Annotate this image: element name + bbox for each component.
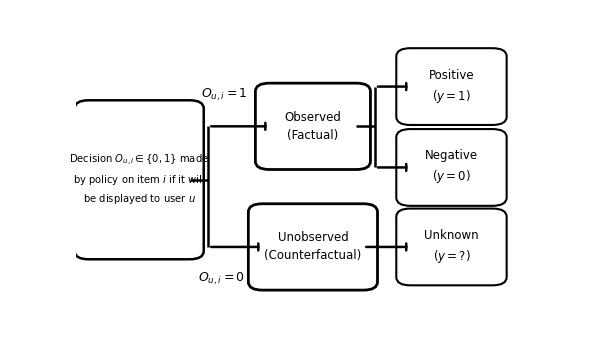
Text: Negative
$(y = 0)$: Negative $(y = 0)$ [425,150,478,185]
FancyBboxPatch shape [75,100,204,259]
FancyBboxPatch shape [396,209,507,285]
Text: Decision $O_{u,i} \in \{0,1\}$ made
by policy on item $i$ if it will
be displaye: Decision $O_{u,i} \in \{0,1\}$ made by p… [69,153,209,206]
Text: Unknown
$(y = ?)$: Unknown $(y = ?)$ [424,229,479,265]
Text: Unobserved
(Counterfactual): Unobserved (Counterfactual) [264,231,362,262]
Text: $O_{u,i} = 0$: $O_{u,i} = 0$ [198,270,245,287]
Text: $O_{u,i} = 1$: $O_{u,i} = 1$ [201,87,248,103]
Text: Positive
$(y = 1)$: Positive $(y = 1)$ [428,69,474,105]
Text: Observed
(Factual): Observed (Factual) [284,111,341,142]
FancyBboxPatch shape [396,129,507,206]
FancyBboxPatch shape [255,83,370,169]
FancyBboxPatch shape [248,204,378,290]
FancyBboxPatch shape [396,48,507,125]
